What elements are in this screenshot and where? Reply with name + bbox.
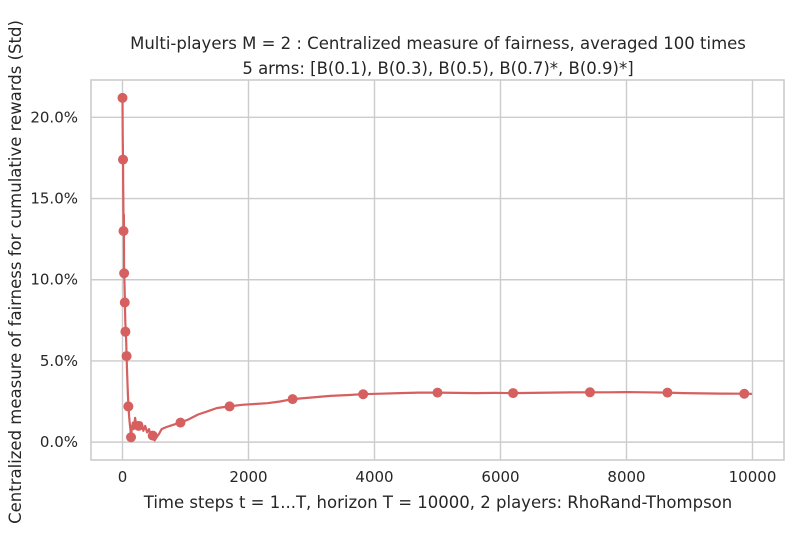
data-point-marker — [119, 268, 130, 279]
y-tick-label: 10.0% — [30, 271, 78, 289]
x-axis-label: Time steps t = 1...T, horizon T = 10000,… — [143, 493, 732, 512]
x-tick-label: 6000 — [481, 468, 519, 486]
x-tick-label: 2000 — [229, 468, 267, 486]
y-axis-label: Centralized measure of fairness for cumu… — [6, 20, 25, 524]
data-point-marker — [739, 388, 750, 399]
series-marker-group — [117, 92, 750, 443]
grid — [91, 80, 784, 460]
data-point-marker — [287, 394, 298, 405]
chart-title-line2: 5 arms: [B(0.1), B(0.3), B(0.5), B(0.7)*… — [242, 59, 633, 78]
tick-labels: 0 2000 4000 6000 8000 10000 0.0% 5.0% 10.0% 15.0%… — [30, 108, 776, 486]
x-tick-label: 0 — [118, 468, 128, 486]
y-tick-label: 15.0% — [30, 190, 78, 208]
data-point-marker — [358, 389, 369, 400]
data-point-marker — [117, 92, 128, 103]
data-point-marker — [584, 387, 595, 398]
data-point-marker — [118, 154, 129, 165]
data-point-marker — [508, 388, 519, 399]
data-point-marker — [432, 387, 443, 398]
data-point-marker — [120, 326, 131, 337]
data-point-marker — [175, 417, 186, 428]
data-point-marker — [224, 401, 235, 412]
data-point-marker — [118, 226, 129, 237]
x-tick-label: 10000 — [729, 468, 777, 486]
data-point-marker — [123, 401, 134, 412]
y-tick-label: 0.0% — [40, 433, 78, 451]
plot-frame — [90, 79, 785, 461]
y-tick-label: 5.0% — [40, 352, 78, 370]
x-tick-label: 8000 — [607, 468, 645, 486]
data-point-marker — [133, 420, 144, 431]
data-point-marker — [662, 387, 673, 398]
data-point-marker — [121, 351, 132, 362]
y-tick-label: 20.0% — [30, 108, 78, 126]
x-tick-label: 4000 — [355, 468, 393, 486]
chart-title-line1: Multi-players M = 2 : Centralized measur… — [130, 34, 746, 53]
data-point-marker — [126, 432, 137, 443]
data-point-marker — [119, 297, 130, 308]
data-point-marker — [147, 430, 158, 441]
